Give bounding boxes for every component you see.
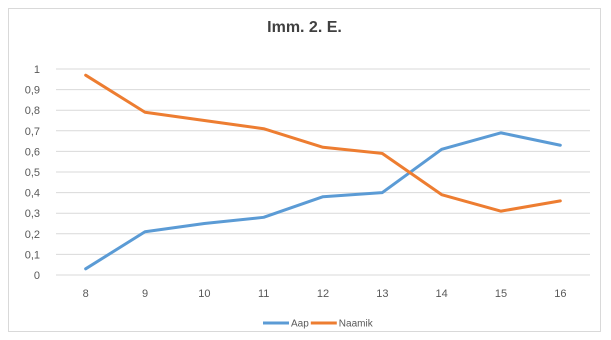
series-lines bbox=[84, 73, 562, 271]
chart-title: Imm. 2. E. bbox=[267, 19, 342, 36]
x-tick-label: 15 bbox=[495, 288, 507, 300]
series-line-naamik bbox=[84, 73, 562, 213]
gridlines bbox=[56, 68, 590, 276]
x-tick-label: 12 bbox=[317, 288, 329, 300]
y-tick-label: 1 bbox=[34, 64, 40, 76]
y-tick-label: 0,3 bbox=[25, 208, 40, 220]
legend-label-naamik: Naamik bbox=[339, 319, 374, 330]
x-axis-ticks: 8 9 10 11 12 13 14 15 16 bbox=[83, 288, 567, 300]
x-tick-label: 11 bbox=[258, 288, 269, 300]
y-tick-label: 0,1 bbox=[25, 249, 40, 261]
x-tick-label: 8 bbox=[83, 288, 89, 300]
y-tick-label: 0,9 bbox=[25, 85, 40, 97]
y-tick-label: 0 bbox=[34, 270, 40, 282]
y-tick-label: 0,4 bbox=[25, 188, 40, 200]
x-tick-label: 16 bbox=[554, 288, 566, 300]
y-tick-label: 0,5 bbox=[25, 167, 40, 179]
legend: Aap Naamik bbox=[263, 319, 374, 330]
legend-label-aap: Aap bbox=[291, 319, 309, 330]
x-tick-label: 9 bbox=[142, 288, 148, 300]
series-line-aap bbox=[84, 131, 562, 271]
y-tick-label: 0,8 bbox=[25, 105, 40, 117]
x-tick-label: 10 bbox=[198, 288, 210, 300]
y-tick-label: 0,7 bbox=[25, 126, 40, 138]
x-tick-label: 13 bbox=[376, 288, 388, 300]
y-axis-ticks: 0 0,1 0,2 0,3 0,4 0,5 0,6 0,7 0,8 0,9 1 bbox=[25, 64, 40, 282]
y-tick-label: 0,2 bbox=[25, 229, 40, 241]
chart-frame: Imm. 2. E. bbox=[8, 8, 601, 332]
y-tick-label: 0,6 bbox=[25, 146, 40, 158]
x-tick-label: 14 bbox=[436, 288, 448, 300]
